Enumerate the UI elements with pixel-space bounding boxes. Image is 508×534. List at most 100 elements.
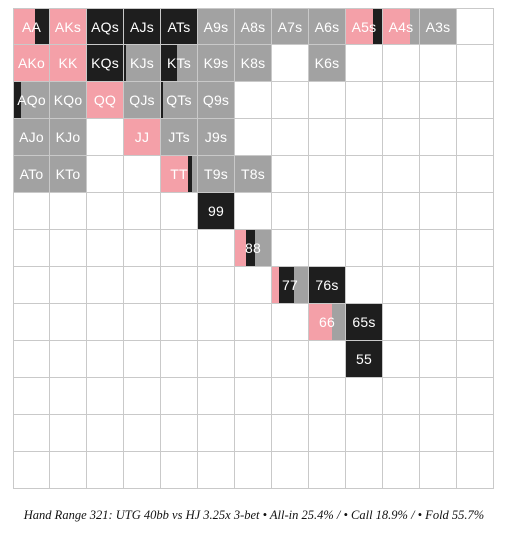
- hand-cell-kto: KTo: [50, 156, 87, 193]
- empty-cell: [198, 452, 235, 489]
- empty-cell: [50, 452, 87, 489]
- hand-label: TT: [170, 166, 188, 182]
- freq-call: [346, 341, 382, 377]
- empty-cell: [13, 452, 50, 489]
- hand-cell-aa: AA: [13, 8, 50, 45]
- hand-cell-kk: KK: [50, 45, 87, 82]
- freq-fold: [50, 119, 86, 155]
- empty-cell: [198, 304, 235, 341]
- hand-label: 77: [282, 277, 298, 293]
- empty-cell: [457, 156, 494, 193]
- hand-label: AKo: [17, 55, 46, 71]
- freq-fold: [50, 82, 86, 118]
- empty-cell: [50, 267, 87, 304]
- freq-fold: [272, 9, 308, 44]
- hand-label: KQo: [53, 92, 83, 108]
- empty-cell: [124, 193, 161, 230]
- freq-fold: [235, 156, 271, 192]
- hand-cell-t8s: T8s: [235, 156, 272, 193]
- freq-fold: [254, 230, 271, 266]
- freq-call: [14, 82, 21, 118]
- freq-fold: [124, 82, 160, 118]
- hand-cell-a8s: A8s: [235, 8, 272, 45]
- hand-cell-76s: 76s: [309, 267, 346, 304]
- freq-fold: [161, 119, 197, 155]
- empty-cell: [13, 304, 50, 341]
- freq-allin: [272, 267, 280, 303]
- empty-cell: [420, 341, 457, 378]
- empty-cell: [457, 378, 494, 415]
- hand-label: JTs: [168, 129, 190, 145]
- hand-label: QTs: [166, 92, 192, 108]
- hand-cell-66: 66: [309, 304, 346, 341]
- empty-cell: [161, 193, 198, 230]
- hand-cell-j9s: J9s: [198, 119, 235, 156]
- hand-label: A5s: [351, 18, 377, 35]
- hand-label: AQs: [91, 18, 119, 35]
- hand-label: 99: [208, 203, 224, 219]
- empty-cell: [161, 415, 198, 452]
- freq-call: [373, 9, 382, 44]
- empty-cell: [235, 415, 272, 452]
- hand-label: T9s: [204, 166, 228, 182]
- empty-cell: [13, 415, 50, 452]
- freq-fold: [198, 82, 234, 118]
- hand-label: AA: [21, 18, 42, 35]
- empty-cell: [457, 267, 494, 304]
- empty-cell: [124, 267, 161, 304]
- empty-cell: [383, 193, 420, 230]
- empty-cell: [420, 193, 457, 230]
- freq-fold: [198, 45, 234, 81]
- empty-cell: [272, 230, 309, 267]
- hand-label: KK: [58, 55, 78, 71]
- hand-label: AJo: [19, 129, 44, 145]
- hand-label: A4s: [388, 18, 414, 35]
- freq-call: [124, 9, 160, 44]
- empty-cell: [235, 193, 272, 230]
- empty-cell: [272, 378, 309, 415]
- freq-allin: [346, 9, 373, 44]
- empty-cell: [198, 230, 235, 267]
- empty-cell: [87, 267, 124, 304]
- empty-cell: [309, 82, 346, 119]
- empty-cell: [383, 119, 420, 156]
- freq-call: [198, 193, 234, 229]
- empty-cell: [161, 230, 198, 267]
- hand-label: A6s: [314, 18, 340, 35]
- freq-allin: [161, 156, 188, 192]
- empty-cell: [198, 378, 235, 415]
- empty-cell: [309, 230, 346, 267]
- hand-cell-77: 77: [272, 267, 309, 304]
- empty-cell: [13, 378, 50, 415]
- hand-label: 66: [319, 314, 335, 330]
- hand-label: KJs: [130, 55, 154, 71]
- empty-cell: [161, 452, 198, 489]
- empty-cell: [309, 193, 346, 230]
- empty-cell: [346, 82, 383, 119]
- empty-cell: [346, 267, 383, 304]
- hand-cell-ako: AKo: [13, 45, 50, 82]
- hand-cell-ato: ATo: [13, 156, 50, 193]
- empty-cell: [50, 378, 87, 415]
- hand-cell-99: 99: [198, 193, 235, 230]
- empty-cell: [87, 230, 124, 267]
- empty-cell: [235, 267, 272, 304]
- hand-cell-kts: KTs: [161, 45, 198, 82]
- empty-cell: [457, 341, 494, 378]
- hand-label: AQo: [17, 92, 46, 108]
- empty-cell: [272, 82, 309, 119]
- hand-cell-a9s: A9s: [198, 8, 235, 45]
- hand-label: KJo: [55, 129, 81, 145]
- empty-cell: [346, 452, 383, 489]
- freq-fold: [309, 9, 345, 44]
- hand-label: K9s: [203, 55, 229, 71]
- hand-label: 88: [245, 240, 261, 256]
- freq-fold: [191, 156, 197, 192]
- freq-call: [161, 9, 197, 44]
- freq-call: [87, 9, 123, 44]
- empty-cell: [383, 452, 420, 489]
- hand-cell-k9s: K9s: [198, 45, 235, 82]
- hand-cell-kjo: KJo: [50, 119, 87, 156]
- hand-cell-kjs: KJs: [124, 45, 161, 82]
- empty-cell: [420, 45, 457, 82]
